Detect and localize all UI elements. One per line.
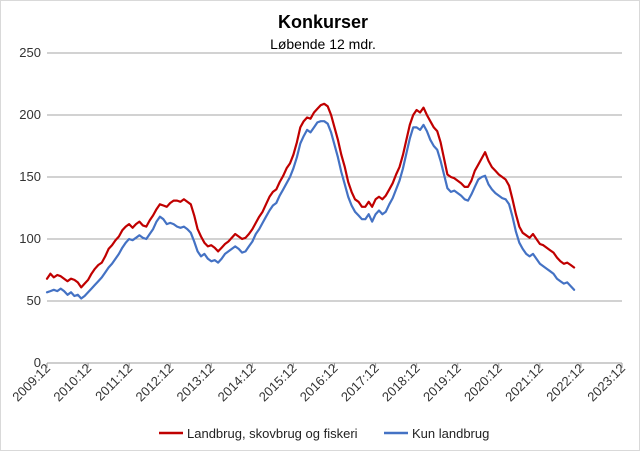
series-lines [45, 102, 576, 300]
legend-label-landbrug-skovbrug-fiskeri: Landbrug, skovbrug og fiskeri [187, 426, 358, 441]
x-tick-label: 2013:12 [174, 361, 218, 405]
x-tick-label: 2014:12 [215, 361, 259, 405]
gridlines [46, 52, 623, 368]
chart-title: Konkurser [278, 12, 368, 32]
series-line-landbrug-skovbrug-fiskeri [45, 102, 576, 289]
x-tick-label: 2015:12 [256, 361, 300, 405]
x-tick-label: 2021:12 [502, 361, 546, 405]
y-tick-label: 200 [19, 107, 41, 122]
x-tick-label: 2019:12 [420, 361, 464, 405]
legend-label-kun-landbrug: Kun landbrug [412, 426, 489, 441]
y-tick-label: 100 [19, 231, 41, 246]
x-axis-tick-labels: 2009:122010:122011:122012:122013:122014:… [9, 361, 628, 405]
x-tick-label: 2017:12 [338, 361, 382, 405]
x-tick-label: 2018:12 [379, 361, 423, 405]
series-line-kun-landbrug [45, 120, 576, 300]
chart-subtitle: Løbende 12 mdr. [270, 36, 376, 52]
y-tick-label: 50 [27, 293, 41, 308]
x-tick-label: 2016:12 [297, 361, 341, 405]
x-tick-label: 2023:12 [584, 361, 628, 405]
x-tick-label: 2012:12 [132, 361, 176, 405]
x-tick-label: 2009:12 [9, 361, 53, 405]
legend: Landbrug, skovbrug og fiskeri Kun landbr… [159, 426, 489, 441]
y-tick-label: 250 [19, 45, 41, 60]
y-tick-label: 150 [19, 169, 41, 184]
x-tick-label: 2010:12 [50, 361, 94, 405]
y-tick-label: 0 [34, 355, 41, 370]
x-tick-label: 2020:12 [461, 361, 505, 405]
x-tick-label: 2022:12 [543, 361, 587, 405]
x-tick-label: 2011:12 [92, 361, 135, 404]
y-axis-tick-labels: 0 50 100 150 200 250 [19, 45, 41, 370]
